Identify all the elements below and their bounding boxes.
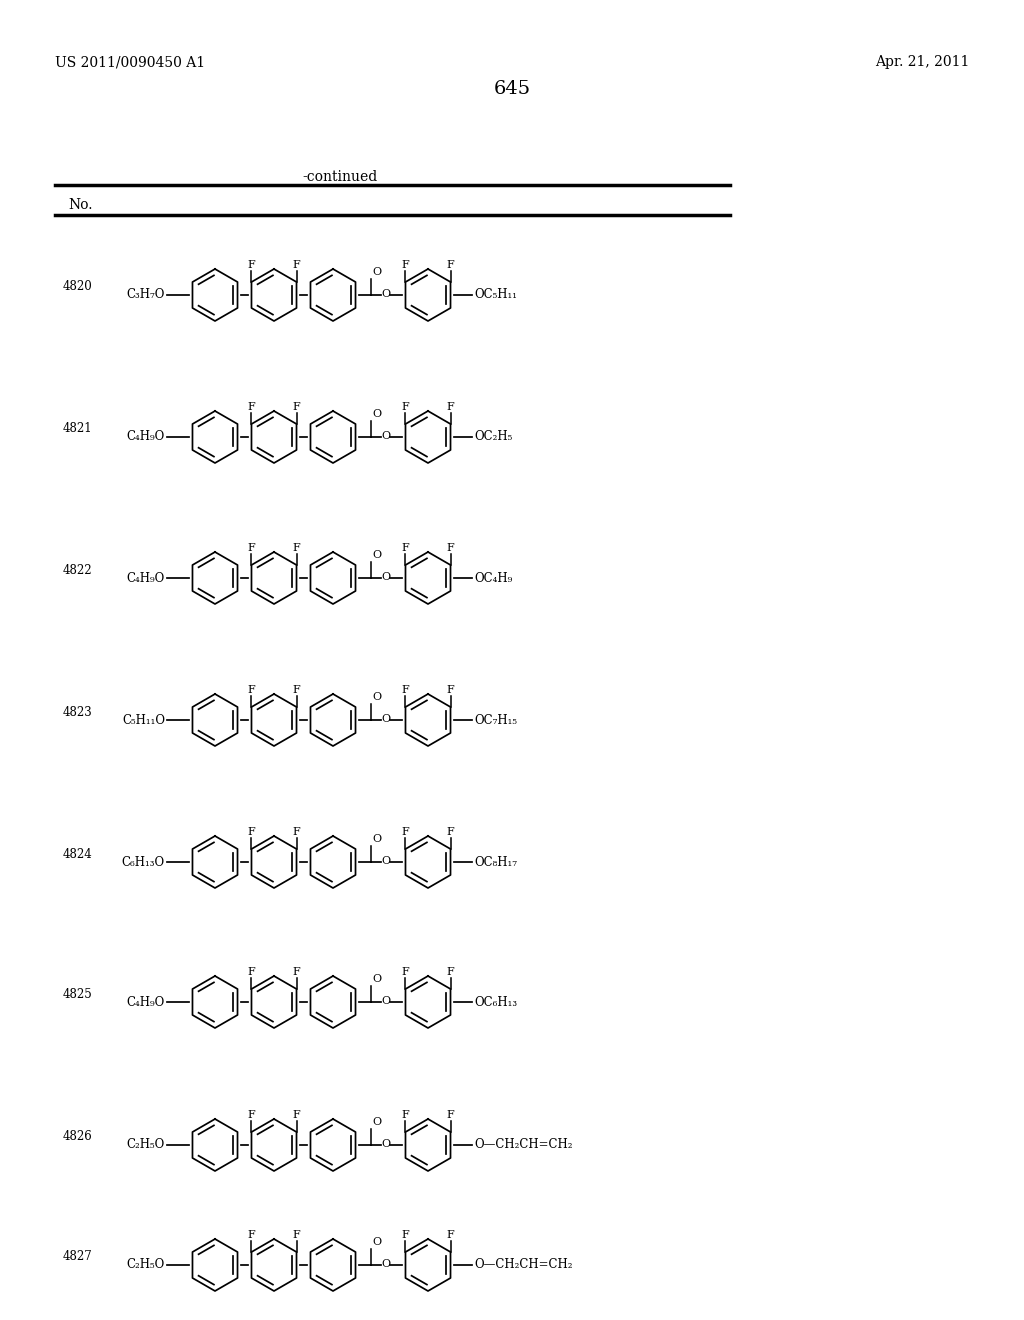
Text: O: O — [381, 572, 390, 582]
Text: O: O — [372, 409, 381, 418]
Text: O: O — [381, 289, 390, 300]
Text: OC₄H₉: OC₄H₉ — [474, 572, 512, 585]
Text: F: F — [401, 968, 410, 977]
Text: O: O — [372, 834, 381, 843]
Text: 4826: 4826 — [63, 1130, 93, 1143]
Text: O—CH₂CH=CH₂: O—CH₂CH=CH₂ — [474, 1258, 572, 1271]
Text: F: F — [293, 403, 300, 412]
Text: F: F — [248, 403, 255, 412]
Text: -continued: -continued — [302, 170, 378, 183]
Text: F: F — [293, 968, 300, 977]
Text: F: F — [446, 1110, 455, 1119]
Text: OC₅H₁₁: OC₅H₁₁ — [474, 289, 517, 301]
Text: O: O — [372, 1117, 381, 1127]
Text: F: F — [248, 968, 255, 977]
Text: 4821: 4821 — [63, 422, 92, 436]
Text: O: O — [372, 692, 381, 702]
Text: 4827: 4827 — [63, 1250, 93, 1263]
Text: C₄H₉O: C₄H₉O — [127, 430, 165, 444]
Text: 645: 645 — [494, 81, 530, 98]
Text: F: F — [248, 260, 255, 271]
Text: C₂H₅O: C₂H₅O — [127, 1138, 165, 1151]
Text: C₃H₇O: C₃H₇O — [127, 289, 165, 301]
Text: C₅H₁₁O: C₅H₁₁O — [122, 714, 165, 726]
Text: Apr. 21, 2011: Apr. 21, 2011 — [874, 55, 969, 69]
Text: F: F — [446, 403, 455, 412]
Text: O: O — [381, 997, 390, 1006]
Text: O: O — [372, 1237, 381, 1247]
Text: OC₈H₁₇: OC₈H₁₇ — [474, 855, 517, 869]
Text: F: F — [446, 1230, 455, 1239]
Text: F: F — [446, 828, 455, 837]
Text: O: O — [372, 267, 381, 277]
Text: O: O — [372, 974, 381, 983]
Text: O: O — [381, 1259, 390, 1269]
Text: F: F — [401, 403, 410, 412]
Text: 4820: 4820 — [63, 281, 93, 293]
Text: F: F — [401, 260, 410, 271]
Text: F: F — [248, 685, 255, 696]
Text: O: O — [372, 550, 381, 560]
Text: US 2011/0090450 A1: US 2011/0090450 A1 — [55, 55, 205, 69]
Text: F: F — [293, 1230, 300, 1239]
Text: OC₇H₁₅: OC₇H₁₅ — [474, 714, 517, 726]
Text: O: O — [381, 855, 390, 866]
Text: F: F — [401, 828, 410, 837]
Text: F: F — [401, 1110, 410, 1119]
Text: F: F — [401, 1230, 410, 1239]
Text: 4823: 4823 — [63, 705, 93, 718]
Text: C₄H₉O: C₄H₉O — [127, 572, 165, 585]
Text: O: O — [381, 1139, 390, 1148]
Text: O: O — [381, 714, 390, 723]
Text: No.: No. — [68, 198, 92, 213]
Text: C₂H₅O: C₂H₅O — [127, 1258, 165, 1271]
Text: O—CH₂CH=CH₂: O—CH₂CH=CH₂ — [474, 1138, 572, 1151]
Text: F: F — [446, 543, 455, 553]
Text: F: F — [293, 260, 300, 271]
Text: F: F — [248, 828, 255, 837]
Text: C₆H₁₃O: C₆H₁₃O — [122, 855, 165, 869]
Text: F: F — [401, 685, 410, 696]
Text: OC₂H₅: OC₂H₅ — [474, 430, 512, 444]
Text: F: F — [293, 543, 300, 553]
Text: F: F — [293, 685, 300, 696]
Text: C₄H₉O: C₄H₉O — [127, 995, 165, 1008]
Text: O: O — [381, 432, 390, 441]
Text: F: F — [248, 1230, 255, 1239]
Text: F: F — [401, 543, 410, 553]
Text: 4825: 4825 — [63, 987, 93, 1001]
Text: OC₆H₁₃: OC₆H₁₃ — [474, 995, 517, 1008]
Text: F: F — [446, 260, 455, 271]
Text: 4824: 4824 — [63, 847, 93, 861]
Text: F: F — [248, 1110, 255, 1119]
Text: F: F — [446, 968, 455, 977]
Text: F: F — [293, 828, 300, 837]
Text: F: F — [248, 543, 255, 553]
Text: 4822: 4822 — [63, 564, 92, 577]
Text: F: F — [293, 1110, 300, 1119]
Text: F: F — [446, 685, 455, 696]
